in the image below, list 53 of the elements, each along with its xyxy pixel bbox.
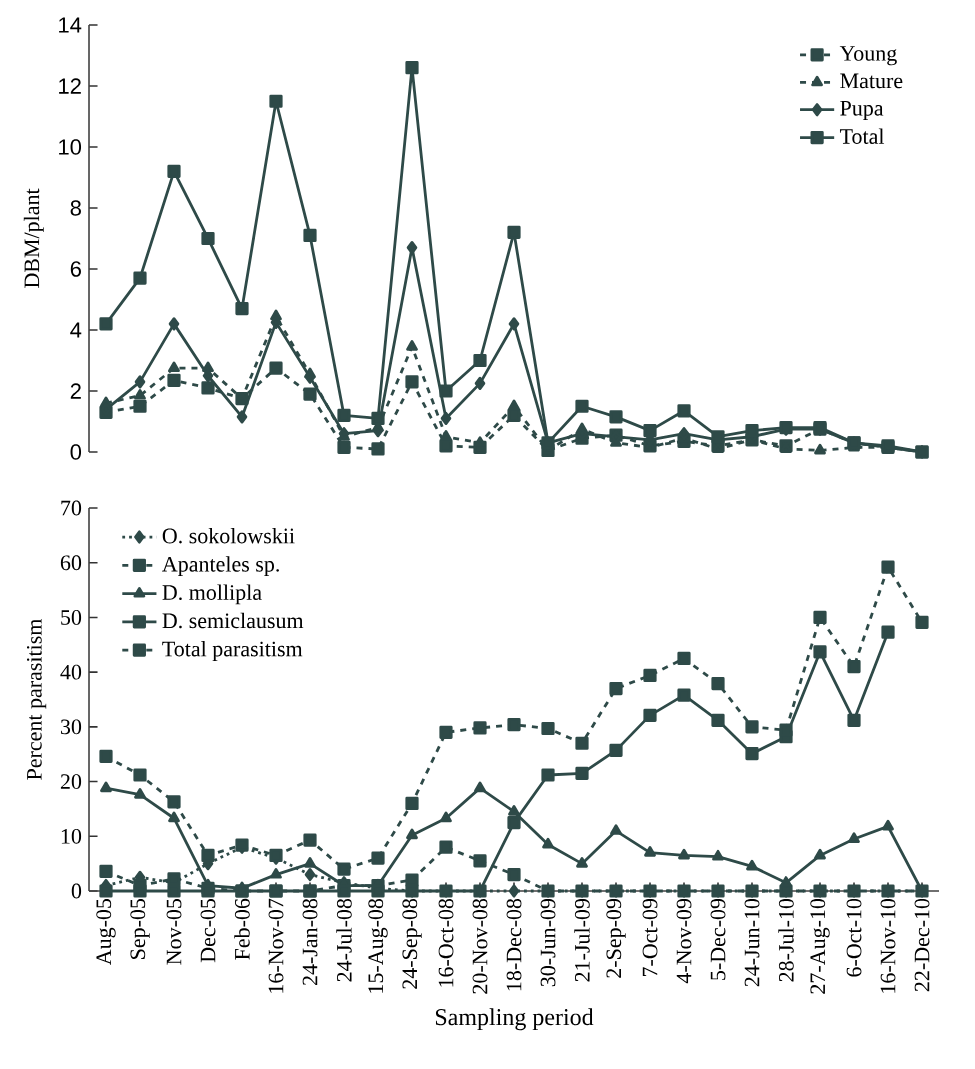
x-tick-label: Feb-06 <box>234 898 250 960</box>
legend-label: Apanteles sp. <box>162 556 279 577</box>
x-tick-label: 30-Jun-09 <box>540 898 556 987</box>
y-tick-label: 40 <box>60 664 82 680</box>
y-tick-label: 30 <box>61 719 82 735</box>
legend-label: Total <box>839 128 885 144</box>
x-tick-label: 21-Jul-09 <box>574 898 590 982</box>
x-tick-label: 6-Oct-10 <box>846 898 862 977</box>
y-tick-label: 20 <box>60 774 82 789</box>
x-tick-label: 7-Oct-09 <box>642 898 658 977</box>
x-tick-label: Nov-05 <box>166 898 182 965</box>
x-tick-label: 22-Dec-10 <box>914 898 930 992</box>
x-tick-label: 15-Aug-08 <box>368 898 388 993</box>
x-axis-title: Sampling period <box>435 1008 594 1031</box>
x-tick-label: Sep-05 <box>130 898 150 959</box>
legend-label: Mature <box>840 73 903 89</box>
x-tick-label: 16-Nov-10 <box>880 898 896 993</box>
legend-label: O. sokolowskii <box>162 527 295 544</box>
x-tick-label: 24-Jun-10 <box>744 898 760 987</box>
x-tick-label: 18-Dec-08 <box>506 898 522 991</box>
y-axis-title: DBM/plant <box>23 188 44 288</box>
legend-label: D. mollipla <box>162 584 262 605</box>
legend-label: Total parasitism <box>162 640 303 661</box>
y-tick-label: 10 <box>61 828 82 844</box>
x-tick-label: 5-Dec-09 <box>710 898 726 980</box>
legend-label: Pupa <box>840 101 884 121</box>
x-tick-label: Aug-05 <box>96 898 116 966</box>
legend-label: D. semiclausum <box>162 612 304 629</box>
x-tick-label: 24-Sep-08 <box>402 898 422 989</box>
x-tick-label: 28-Jul-10 <box>778 898 794 982</box>
y-tick-label: 60 <box>60 555 82 571</box>
x-tick-label: 4-Nov-09 <box>676 898 692 984</box>
y-tick-label: 12 <box>59 78 81 94</box>
x-tick-label: 20-Nov-08 <box>472 898 488 994</box>
y-tick-label: 8 <box>70 200 81 216</box>
y-tick-label: 0 <box>71 883 82 899</box>
x-tick-label: 24-Jul-08 <box>336 898 352 982</box>
y-axis-title: Percent parasitism <box>26 618 47 780</box>
y-tick-label: 70 <box>61 500 82 516</box>
y-tick-label: 6 <box>70 261 81 277</box>
y-tick-label: 0 <box>70 444 82 460</box>
x-tick-label: 16-Oct-08 <box>438 898 454 987</box>
x-tick-label: Dec-05 <box>200 898 216 963</box>
x-tick-label: 2-Sep-09 <box>606 898 626 978</box>
x-tick-label: 24-Jan-08 <box>302 898 318 986</box>
y-tick-label: 14 <box>59 17 82 33</box>
y-tick-label: 10 <box>59 139 82 155</box>
x-tick-label: 27-Aug-10 <box>810 898 830 994</box>
y-tick-label: 4 <box>70 322 82 338</box>
y-tick-label: 2 <box>70 383 81 399</box>
legend-label: Young <box>839 46 897 66</box>
x-tick-label: 16-Nov-07 <box>268 898 284 993</box>
y-tick-label: 50 <box>61 610 82 625</box>
